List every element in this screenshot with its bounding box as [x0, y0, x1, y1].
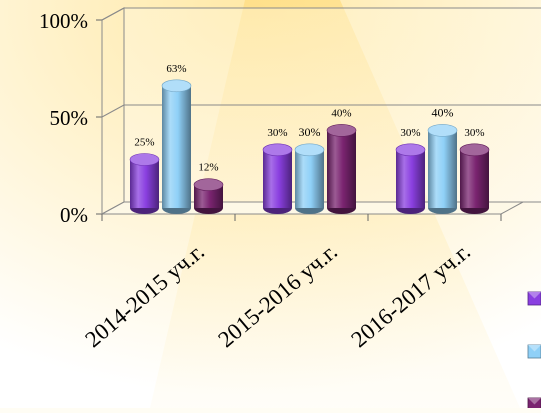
legend	[527, 291, 541, 412]
bar-series2	[427, 124, 458, 214]
bar-body	[130, 159, 159, 208]
data-label: 63%	[166, 63, 186, 75]
bar-series2	[161, 79, 192, 214]
bar-body	[295, 149, 324, 208]
legend-item	[527, 397, 541, 412]
bar-series1	[262, 143, 293, 214]
data-label: 40%	[331, 107, 351, 119]
legend-swatch-shine	[528, 345, 541, 352]
bar-series1	[395, 143, 426, 214]
bar-body	[428, 130, 457, 208]
legend-swatch-shine	[528, 398, 541, 405]
bar-body	[327, 130, 356, 208]
bar-top	[129, 153, 160, 166]
bar-top	[193, 178, 224, 192]
data-label: 40%	[432, 105, 454, 119]
legend-item	[527, 291, 541, 306]
bar-top	[161, 79, 192, 93]
gridline-side	[101, 7, 125, 21]
bars	[129, 79, 490, 214]
bar-series1	[129, 153, 160, 214]
data-label: 30%	[464, 127, 484, 139]
bar-top	[326, 124, 357, 137]
bar-top	[294, 143, 325, 157]
y-tick-label: 50%	[50, 106, 89, 130]
data-label: 25%	[134, 137, 154, 149]
bar-body	[460, 149, 489, 208]
bar-series3	[193, 178, 224, 214]
bar-body	[162, 85, 191, 208]
data-label: 30%	[400, 127, 420, 139]
data-label: 30%	[267, 127, 287, 139]
y-tick-label: 100%	[39, 9, 88, 33]
data-labels: 25% 63% 12% 30% 30% 40% 30% 40% 30%	[134, 63, 484, 174]
y-axis-ticks: 0% 50% 100%	[39, 9, 88, 227]
data-label: 12%	[198, 162, 218, 174]
y-tick-label: 0%	[60, 203, 88, 227]
bar-series3	[459, 143, 490, 214]
bar-series3	[326, 124, 357, 214]
legend-item	[527, 344, 541, 359]
bar-top	[427, 124, 458, 137]
bar-body	[263, 149, 292, 208]
legend-swatch-shine	[528, 292, 541, 299]
gridline-side	[101, 104, 125, 118]
bar-body	[194, 184, 223, 208]
bar-top	[459, 143, 490, 157]
data-label: 30%	[299, 125, 321, 139]
bar-body	[396, 149, 425, 208]
bar-top	[262, 143, 293, 157]
bar-top	[395, 143, 426, 157]
bar-series2	[294, 143, 325, 214]
